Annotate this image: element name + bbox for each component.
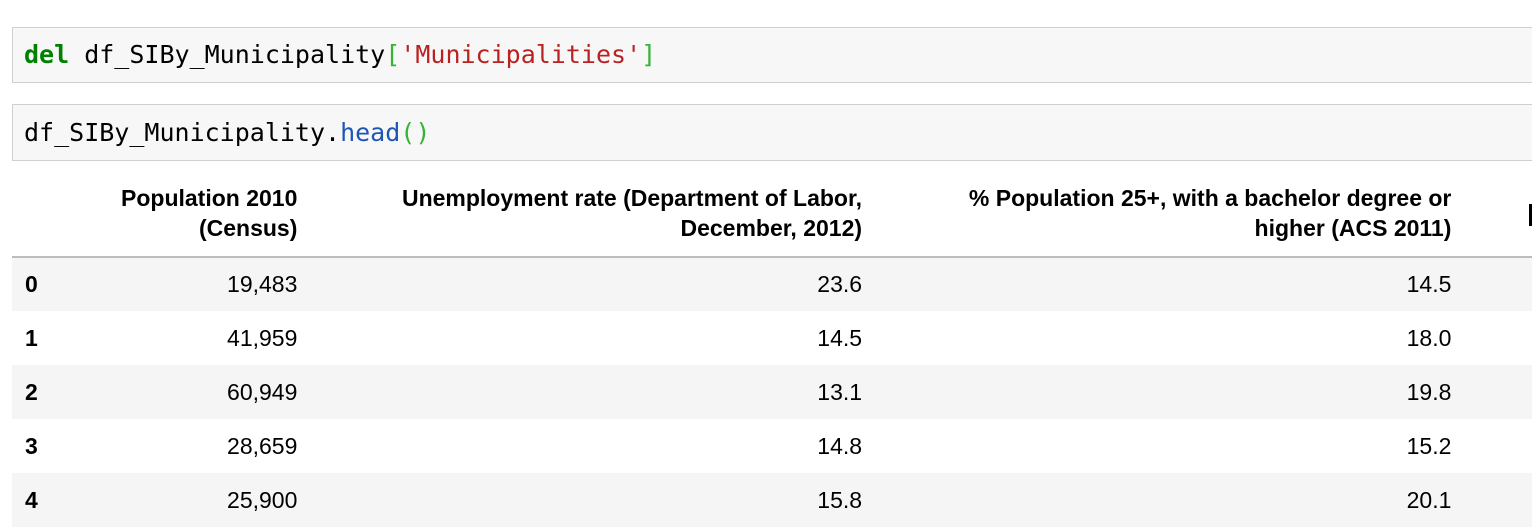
cell-unemployment: 14.8 (817, 432, 863, 459)
truncated-column-header (1451, 170, 1532, 258)
column-header-line: Population 2010 (121, 185, 298, 211)
cell-population: 19,483 (227, 271, 298, 297)
cell-unemployment: 13.1 (817, 378, 863, 405)
string-literal: 'Municipalities' (400, 40, 642, 69)
cell-population: 60,949 (227, 378, 298, 405)
truncated-cell (1451, 365, 1532, 419)
keyword-del: del (24, 40, 70, 69)
row-index: 3 (25, 432, 38, 459)
cell-bachelor-degree: 20.1 (1406, 486, 1452, 513)
row-index: 2 (25, 378, 38, 405)
table-row: 1 41,959 14.5 18.0 (12, 311, 1532, 365)
object-name: df_SIBy_Municipality. (24, 118, 341, 147)
column-header-line: % Population 25+, with a bachelor degree… (968, 185, 1452, 211)
index-header (12, 170, 90, 258)
cell-unemployment: 15.8 (817, 486, 863, 513)
row-index: 4 (25, 486, 38, 513)
close-bracket: ] (641, 40, 657, 69)
header-row: Population 2010 (Census) Unemployment ra… (12, 170, 1532, 258)
cell-bachelor-degree: 19.8 (1406, 378, 1452, 405)
cell-bachelor-degree: 18.0 (1406, 324, 1452, 351)
column-header-bachelor-degree: % Population 25+, with a bachelor degree… (862, 170, 1452, 258)
column-header-population: Population 2010 (Census) (89, 170, 298, 258)
code-cell-head[interactable]: df_SIBy_Municipality.head() (12, 104, 1532, 161)
table-row: 0 19,483 23.6 14.5 (12, 257, 1532, 311)
column-header-line: higher (ACS 2011) (1254, 215, 1452, 241)
truncated-column-mark (1529, 203, 1532, 226)
cell-population: 25,900 (227, 486, 298, 513)
cell-bachelor-degree: 14.5 (1406, 271, 1452, 297)
row-index: 0 (25, 271, 38, 297)
open-bracket: [ (385, 40, 401, 69)
code-cell-del[interactable]: del df_SIBy_Municipality['Municipalities… (12, 27, 1532, 83)
cell-bachelor-degree: 15.2 (1406, 432, 1452, 459)
dataframe-output-table: Population 2010 (Census) Unemployment ra… (12, 170, 1532, 527)
method-head: head (340, 118, 401, 147)
column-header-line: Unemployment rate (Department of Labor, (401, 185, 863, 211)
variable-name: df_SIBy_Municipality (69, 40, 386, 69)
truncated-cell (1451, 311, 1532, 365)
row-index: 1 (25, 324, 38, 351)
column-header-unemployment: Unemployment rate (Department of Labor, … (297, 170, 863, 258)
cell-unemployment: 14.5 (817, 324, 863, 351)
truncated-cell (1451, 419, 1532, 473)
call-parens: () (400, 118, 431, 147)
truncated-cell (1451, 473, 1532, 527)
truncated-cell (1451, 257, 1532, 311)
column-header-line: December, 2012) (680, 215, 863, 241)
cell-unemployment: 23.6 (817, 271, 863, 297)
cell-population: 41,959 (227, 324, 298, 351)
column-header-line: (Census) (198, 215, 298, 241)
table-row: 2 60,949 13.1 19.8 (12, 365, 1532, 419)
table-row: 3 28,659 14.8 15.2 (12, 419, 1532, 473)
cell-population: 28,659 (227, 432, 298, 459)
table-row: 4 25,900 15.8 20.1 (12, 473, 1532, 527)
